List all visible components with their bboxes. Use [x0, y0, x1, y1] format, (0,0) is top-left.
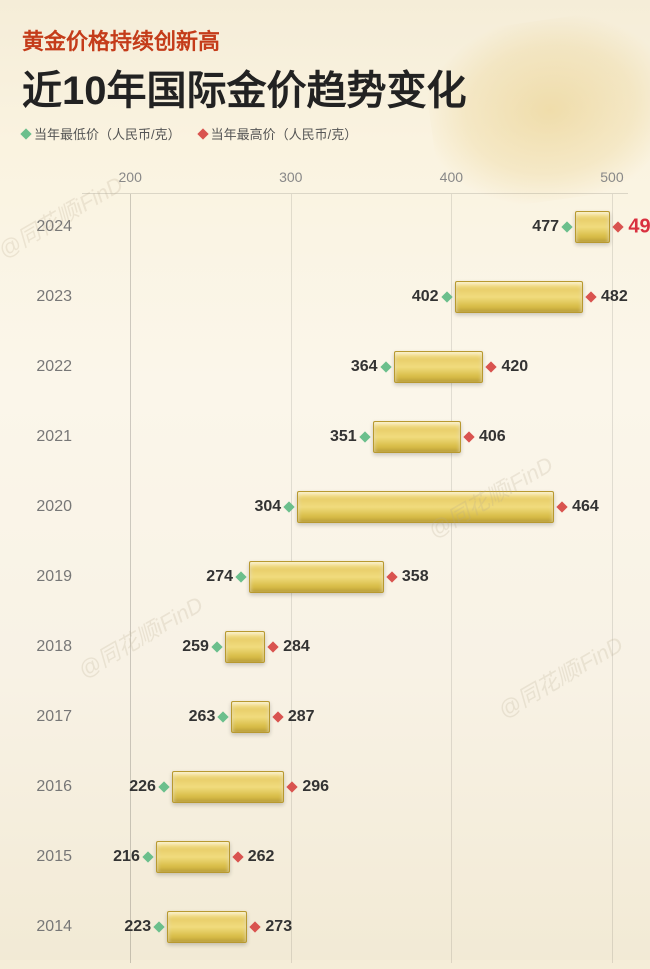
low-value: 402 [403, 288, 439, 306]
high-value: 482 [601, 288, 628, 306]
gold-bar [231, 701, 270, 733]
legend-low: 当年最低价（人民币/克） [22, 124, 181, 143]
high-marker-icon [585, 291, 596, 302]
low-value: 259 [173, 638, 209, 656]
high-marker-icon [287, 781, 298, 792]
header: 黄金价格持续创新高 近10年国际金价趋势变化 当年最低价（人民币/克） 当年最高… [0, 0, 650, 151]
gold-bar [156, 841, 230, 873]
year-label: 2018 [22, 638, 72, 656]
low-marker-icon [359, 431, 370, 442]
legend-low-label: 当年最低价（人民币/克） [34, 124, 181, 143]
gold-bar [373, 421, 461, 453]
axis-tick-label: 500 [600, 169, 623, 185]
low-value: 304 [245, 498, 281, 516]
chart-rows: 2024477499202340248220223644202021351406… [82, 193, 628, 963]
low-value: 274 [197, 568, 233, 586]
low-marker-icon [380, 361, 391, 372]
high-value: 499 [628, 216, 650, 239]
year-label: 2019 [22, 568, 72, 586]
x-axis: 200 300 400 500 [82, 169, 628, 193]
low-value: 351 [321, 428, 357, 446]
high-value: 273 [265, 918, 292, 936]
low-marker-icon [441, 291, 452, 302]
high-value: 420 [501, 358, 528, 376]
diamond-low-icon [20, 128, 31, 139]
high-value: 287 [288, 708, 315, 726]
high-marker-icon [613, 221, 624, 232]
chart-row: 2019274358 [82, 560, 628, 594]
chart-row: 2021351406 [82, 420, 628, 454]
high-value: 358 [402, 568, 429, 586]
gold-bar [167, 911, 247, 943]
axis-tick-label: 400 [440, 169, 463, 185]
low-marker-icon [211, 641, 222, 652]
year-label: 2016 [22, 778, 72, 796]
high-marker-icon [267, 641, 278, 652]
gold-price-chart: 200 300 400 500 2024477499 2023 402 482 2022 364… [22, 169, 628, 969]
year-label: 2017 [22, 708, 72, 726]
low-marker-icon [235, 571, 246, 582]
high-marker-icon [486, 361, 497, 372]
low-marker-icon [561, 221, 572, 232]
gold-bar [394, 351, 484, 383]
chart-row: 2015216262 [82, 840, 628, 874]
year-label: 2021 [22, 428, 72, 446]
high-value: 262 [248, 848, 275, 866]
high-value: 464 [572, 498, 599, 516]
gold-bar [575, 211, 610, 243]
year-label: 2022 [22, 358, 72, 376]
high-marker-icon [463, 431, 474, 442]
year-label: 2023 [22, 288, 72, 306]
chart-row: 2022364420 [82, 350, 628, 384]
low-marker-icon [153, 921, 164, 932]
chart-row: 2014223273 [82, 910, 628, 944]
low-value: 226 [120, 778, 156, 796]
low-value: 223 [115, 918, 151, 936]
gold-bar [172, 771, 284, 803]
year-label: 2015 [22, 848, 72, 866]
high-marker-icon [386, 571, 397, 582]
low-marker-icon [218, 711, 229, 722]
axis-tick-label: 200 [118, 169, 141, 185]
chart-row: 2023402482 [82, 280, 628, 314]
high-marker-icon [232, 851, 243, 862]
low-value: 364 [342, 358, 378, 376]
chart-row: 2017263287 [82, 700, 628, 734]
gold-bar [225, 631, 265, 663]
chart-row: 2024477499 [82, 210, 628, 244]
chart-row: 2020304464 [82, 490, 628, 524]
gold-bar [297, 491, 554, 523]
chart-row: 2016226296 [82, 770, 628, 804]
diamond-high-icon [197, 128, 208, 139]
legend-high-label: 当年最高价（人民币/克） [211, 124, 358, 143]
low-marker-icon [158, 781, 169, 792]
year-label: 2020 [22, 498, 72, 516]
axis-tick-label: 300 [279, 169, 302, 185]
chart-row: 2018259284 [82, 630, 628, 664]
high-marker-icon [272, 711, 283, 722]
high-marker-icon [556, 501, 567, 512]
low-marker-icon [284, 501, 295, 512]
high-value: 284 [283, 638, 310, 656]
low-value: 216 [104, 848, 140, 866]
legend: 当年最低价（人民币/克） 当年最高价（人民币/克） [22, 124, 628, 143]
year-label: 2014 [22, 918, 72, 936]
gold-bar [455, 281, 583, 313]
legend-high: 当年最高价（人民币/克） [199, 124, 358, 143]
year-label: 2024 [22, 218, 72, 236]
high-value: 296 [302, 778, 329, 796]
page-title: 近10年国际金价趋势变化 [22, 58, 628, 116]
gold-bar [249, 561, 384, 593]
low-value: 477 [523, 218, 559, 236]
low-marker-icon [142, 851, 153, 862]
subtitle: 黄金价格持续创新高 [22, 24, 628, 56]
high-value: 406 [479, 428, 506, 446]
low-value: 263 [179, 708, 215, 726]
high-marker-icon [250, 921, 261, 932]
